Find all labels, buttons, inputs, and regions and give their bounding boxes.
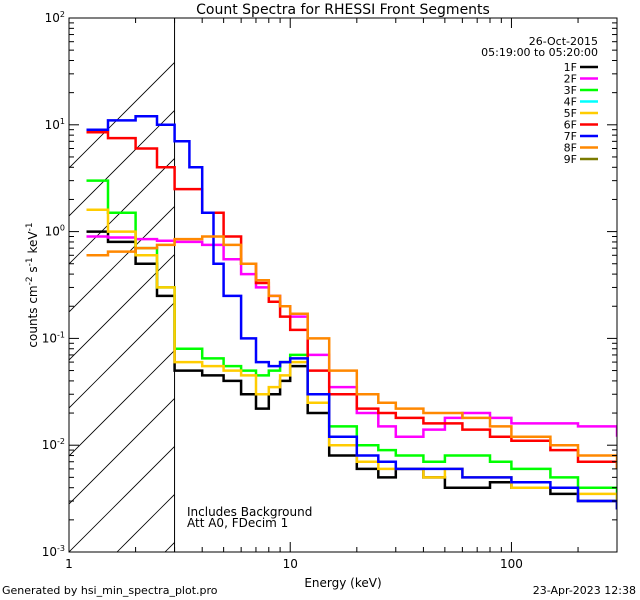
footer-generated: Generated by hsi_min_spectra_plot.pro	[2, 584, 218, 597]
chart-title: Count Spectra for RHESSI Front Segments	[196, 2, 490, 18]
hatch-line	[549, 18, 640, 552]
legend-label-7f: 7F	[564, 130, 577, 143]
y-label-exp1: -2	[25, 276, 35, 285]
legend-label-8f: 8F	[564, 142, 577, 155]
hatch-line	[69, 61, 175, 169]
x-axis-ticks: 1 10 100	[65, 18, 618, 571]
series-line-6f	[86, 131, 617, 469]
legend-label-1f: 1F	[564, 61, 577, 74]
hatch-line	[453, 18, 640, 552]
hatch-line	[69, 205, 175, 313]
hatch-line	[69, 445, 175, 552]
legend-label-3f: 3F	[564, 84, 577, 97]
legend-label-2f: 2F	[564, 73, 577, 86]
y-tick-label: 100	[45, 224, 65, 239]
plot-area	[69, 18, 640, 552]
series-group	[86, 115, 617, 510]
x-axis-label: Energy (keV)	[304, 576, 381, 590]
annotation-attenuator: Att A0, FDecim 1	[187, 516, 288, 530]
y-tick-label: 10-1	[42, 330, 65, 345]
annotation-background: Includes Background	[187, 505, 312, 519]
footer-timestamp: 23-Apr-2023 12:38	[533, 584, 636, 597]
plot-frame	[68, 17, 618, 553]
hatch-line	[597, 18, 640, 552]
hatch-line	[69, 349, 175, 457]
legend-label-6f: 6F	[564, 119, 577, 132]
y-tick-label: 101	[45, 117, 65, 132]
hatch-line	[405, 18, 640, 552]
hatch-line	[69, 109, 175, 217]
y-label-exp3: -1	[25, 222, 35, 231]
hatch-line	[69, 397, 175, 505]
y-axis-label: counts cm-2 s-1 keV-1	[25, 222, 40, 347]
background-hatch-region	[69, 18, 640, 552]
x-tick-label: 100	[500, 557, 523, 571]
hatch-line	[357, 18, 640, 552]
x-tick-label: 1	[65, 557, 73, 571]
hatch-line	[309, 18, 640, 552]
y-label-end: keV	[26, 231, 40, 258]
hatch-line	[69, 253, 175, 361]
y-label-exp2: -1	[25, 257, 35, 266]
legend-label-9f: 9F	[564, 153, 577, 166]
legend-label-4f: 4F	[564, 96, 577, 109]
series-line-8f	[86, 235, 617, 469]
y-axis-ticks: 10-3 10-2 10-1 100 101 102	[42, 10, 617, 559]
y-label-mid: s	[26, 266, 40, 276]
y-tick-label: 102	[45, 10, 65, 25]
y-tick-label: 10-3	[42, 544, 65, 559]
y-label-base: counts cm	[26, 285, 40, 347]
y-tick-label: 10-2	[42, 437, 65, 452]
series-line-3f	[86, 179, 617, 501]
observation-time-range: 05:19:00 to 05:20:00	[481, 46, 598, 59]
observation-date: 26-Oct-2015	[529, 35, 598, 48]
series-line-5f	[86, 208, 617, 501]
legend-label-5f: 5F	[564, 107, 577, 120]
x-tick-label: 10	[283, 557, 298, 571]
series-line-7f	[86, 115, 617, 510]
hatch-line	[261, 18, 640, 552]
